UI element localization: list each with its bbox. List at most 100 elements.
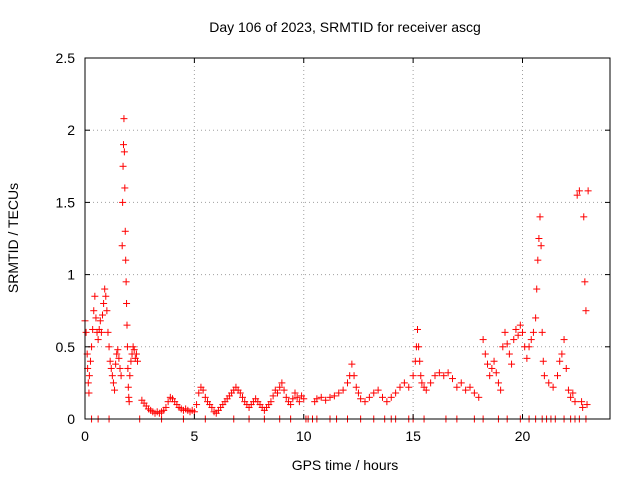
data-point-marker: [84, 379, 92, 387]
data-point-marker: [85, 372, 93, 380]
data-point-marker: [82, 328, 90, 336]
data-point-marker: [414, 325, 421, 333]
data-point-marker: [127, 357, 135, 365]
data-point-marker: [416, 357, 424, 365]
y-tick-label: 1.5: [56, 194, 76, 210]
data-point-marker: [370, 389, 378, 397]
axis-ticks: [84, 57, 610, 420]
data-point-marker: [107, 364, 115, 372]
data-point-marker: [113, 350, 121, 358]
data-point-marker: [361, 398, 369, 406]
data-point-marker: [484, 360, 491, 368]
data-point-marker: [130, 346, 138, 354]
data-point-marker: [435, 369, 443, 377]
data-point-marker: [108, 372, 116, 380]
data-point-marker: [104, 328, 112, 336]
data-point-marker: [134, 357, 141, 365]
data-point-marker: [293, 393, 301, 401]
data-point-marker: [120, 141, 127, 149]
data-point-marker: [280, 386, 288, 394]
data-point-marker: [126, 372, 134, 380]
data-point-marker: [162, 403, 170, 411]
grid-lines: [85, 58, 610, 419]
data-point-marker: [365, 393, 373, 401]
data-point-marker: [400, 379, 408, 387]
data-point-marker: [536, 213, 544, 221]
data-point-marker: [94, 336, 102, 344]
y-axis-label: SRMTID / TECUs: [5, 183, 21, 293]
data-point-marker: [418, 379, 426, 387]
data-point-marker: [105, 343, 113, 351]
data-point-marker: [118, 242, 126, 250]
data-point-marker: [392, 389, 400, 397]
data-point-marker: [539, 357, 547, 365]
data-point-marker: [317, 393, 325, 401]
data-point-marker: [102, 292, 110, 300]
data-point-marker: [488, 364, 496, 372]
data-point-marker: [101, 285, 109, 293]
data-point-marker: [554, 372, 561, 380]
data-point-marker: [97, 328, 105, 336]
data-point-marker: [120, 115, 128, 123]
data-point-marker: [276, 383, 284, 391]
data-point-marker: [289, 395, 297, 403]
data-point-marker: [457, 379, 465, 387]
data-point-marker: [422, 386, 430, 394]
data-point-marker: [538, 328, 546, 336]
data-point-marker: [466, 383, 474, 391]
data-point-marker: [352, 383, 360, 391]
data-point-marker: [236, 389, 244, 397]
data-point-marker: [510, 336, 518, 344]
data-point-marker: [120, 148, 128, 156]
data-point-marker: [462, 386, 470, 394]
data-point-marker: [505, 350, 513, 358]
data-point-marker: [344, 379, 351, 387]
data-point-marker: [569, 389, 577, 397]
data-point-marker: [106, 357, 114, 365]
data-point-marker: [291, 389, 299, 397]
data-point-marker: [326, 393, 334, 401]
data-point-marker: [195, 389, 203, 397]
data-point-marker: [201, 393, 209, 401]
data-point-marker: [357, 395, 365, 403]
data-point-marker: [582, 307, 590, 315]
data-point-marker: [121, 184, 129, 192]
data-point-marker: [132, 350, 140, 358]
data-point-marker: [584, 187, 592, 195]
x-tick-label: 0: [81, 428, 89, 444]
data-point-marker: [409, 372, 417, 380]
data-point-marker: [575, 187, 583, 195]
data-point-marker: [109, 379, 117, 387]
data-point-marker: [339, 386, 347, 394]
data-point-marker: [573, 191, 581, 199]
data-point-marker: [129, 343, 137, 351]
x-tick-label: 10: [296, 428, 312, 444]
y-tick-label: 0.5: [56, 339, 76, 355]
data-point-marker: [322, 396, 330, 404]
data-point-marker: [514, 331, 522, 339]
data-point-marker: [453, 383, 461, 391]
data-point-marker: [475, 393, 483, 401]
data-point-marker: [122, 278, 130, 286]
x-tick-label: 15: [405, 428, 421, 444]
data-point-marker: [549, 383, 557, 391]
data-point-marker: [479, 336, 487, 344]
data-point-marker: [124, 383, 132, 391]
data-point-marker: [124, 364, 132, 372]
data-point-marker: [348, 360, 356, 368]
data-point-marker: [199, 386, 207, 394]
data-point-marker: [300, 395, 308, 403]
data-point-marker: [330, 392, 338, 400]
data-point-marker: [119, 162, 127, 170]
data-point-marker: [579, 403, 587, 411]
data-point-marker: [545, 379, 553, 387]
data-point-marker: [96, 317, 104, 325]
data-point-marker: [512, 325, 520, 333]
data-point-marker: [114, 346, 122, 354]
data-point-marker: [383, 398, 391, 406]
data-point-marker: [470, 389, 478, 397]
data-point-marker: [350, 372, 358, 380]
data-point-marker: [92, 314, 100, 322]
data-point-marker: [523, 354, 531, 362]
